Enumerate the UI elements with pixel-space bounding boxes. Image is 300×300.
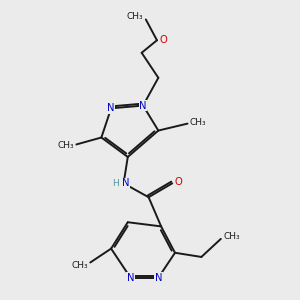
Text: N: N: [139, 100, 147, 111]
Text: N: N: [154, 273, 162, 283]
Text: CH₃: CH₃: [190, 118, 206, 127]
Text: CH₃: CH₃: [127, 12, 144, 21]
Text: N: N: [107, 103, 115, 113]
Text: O: O: [175, 177, 182, 187]
Text: N: N: [127, 273, 134, 283]
Text: H: H: [112, 179, 119, 188]
Text: CH₃: CH₃: [223, 232, 240, 241]
Text: CH₃: CH₃: [71, 261, 88, 270]
Text: O: O: [159, 35, 167, 45]
Text: CH₃: CH₃: [58, 141, 74, 150]
Text: N: N: [122, 178, 130, 188]
